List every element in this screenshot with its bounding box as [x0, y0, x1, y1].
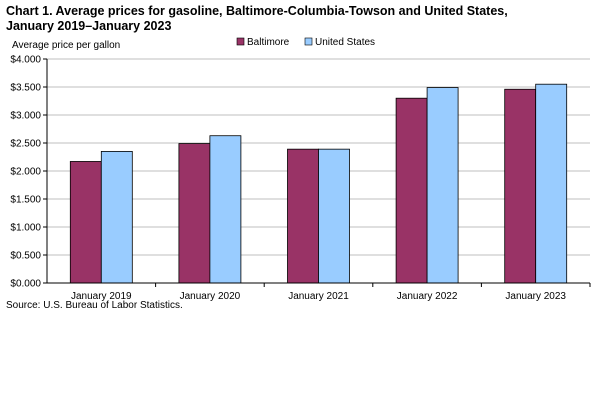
bar-baltimore [178, 143, 211, 284]
x-tick-label: January 2022 [397, 291, 458, 302]
bar-baltimore [504, 88, 537, 284]
legend-swatch [236, 37, 245, 46]
legend-label: United States [315, 37, 375, 48]
y-tick-label: $2.500 [10, 139, 41, 150]
bar-baltimore [287, 148, 319, 284]
y-axis-label: Average price per gallon [12, 40, 120, 51]
legend-label: Baltimore [247, 37, 290, 48]
bar-united-states [209, 135, 242, 284]
y-tick-label: $4.000 [10, 55, 41, 66]
y-tick-label: $3.000 [10, 111, 41, 122]
axes: $0.000 $0.500 $1.000 $1.500 $2.000 $2.500 $3.0… [10, 55, 591, 302]
chart-title-line-1: Chart 1. Average prices for gasoline, Ba… [6, 4, 508, 18]
y-tick-label: $0.000 [10, 279, 41, 290]
y-tick-label: $1.000 [10, 223, 41, 234]
grid [47, 58, 590, 256]
source-note: Source: U.S. Bureau of Labor Statistics. [6, 300, 183, 311]
legend: Baltimore United States [236, 37, 375, 48]
x-tick-label: January 2020 [180, 291, 241, 302]
chart-title: Chart 1. Average prices for gasoline, Ba… [6, 4, 596, 34]
bar-united-states [426, 87, 459, 284]
bars [69, 83, 568, 284]
y-tick-label: $0.500 [10, 251, 41, 262]
y-tick-label: $2.000 [10, 167, 41, 178]
bar-baltimore [395, 97, 428, 284]
x-tick-label: January 2023 [505, 291, 566, 302]
bar-united-states [535, 83, 568, 284]
bar-united-states [100, 150, 133, 284]
x-tick-label: January 2019 [71, 291, 132, 302]
bar-united-states [318, 148, 350, 284]
y-tick-label: $3.500 [10, 83, 41, 94]
legend-swatch [304, 37, 313, 46]
bar-baltimore [69, 161, 102, 284]
x-tick-label: January 2021 [288, 291, 349, 302]
y-tick-label: $1.500 [10, 195, 41, 206]
chart-title-line-2: January 2019–January 2023 [6, 19, 172, 33]
